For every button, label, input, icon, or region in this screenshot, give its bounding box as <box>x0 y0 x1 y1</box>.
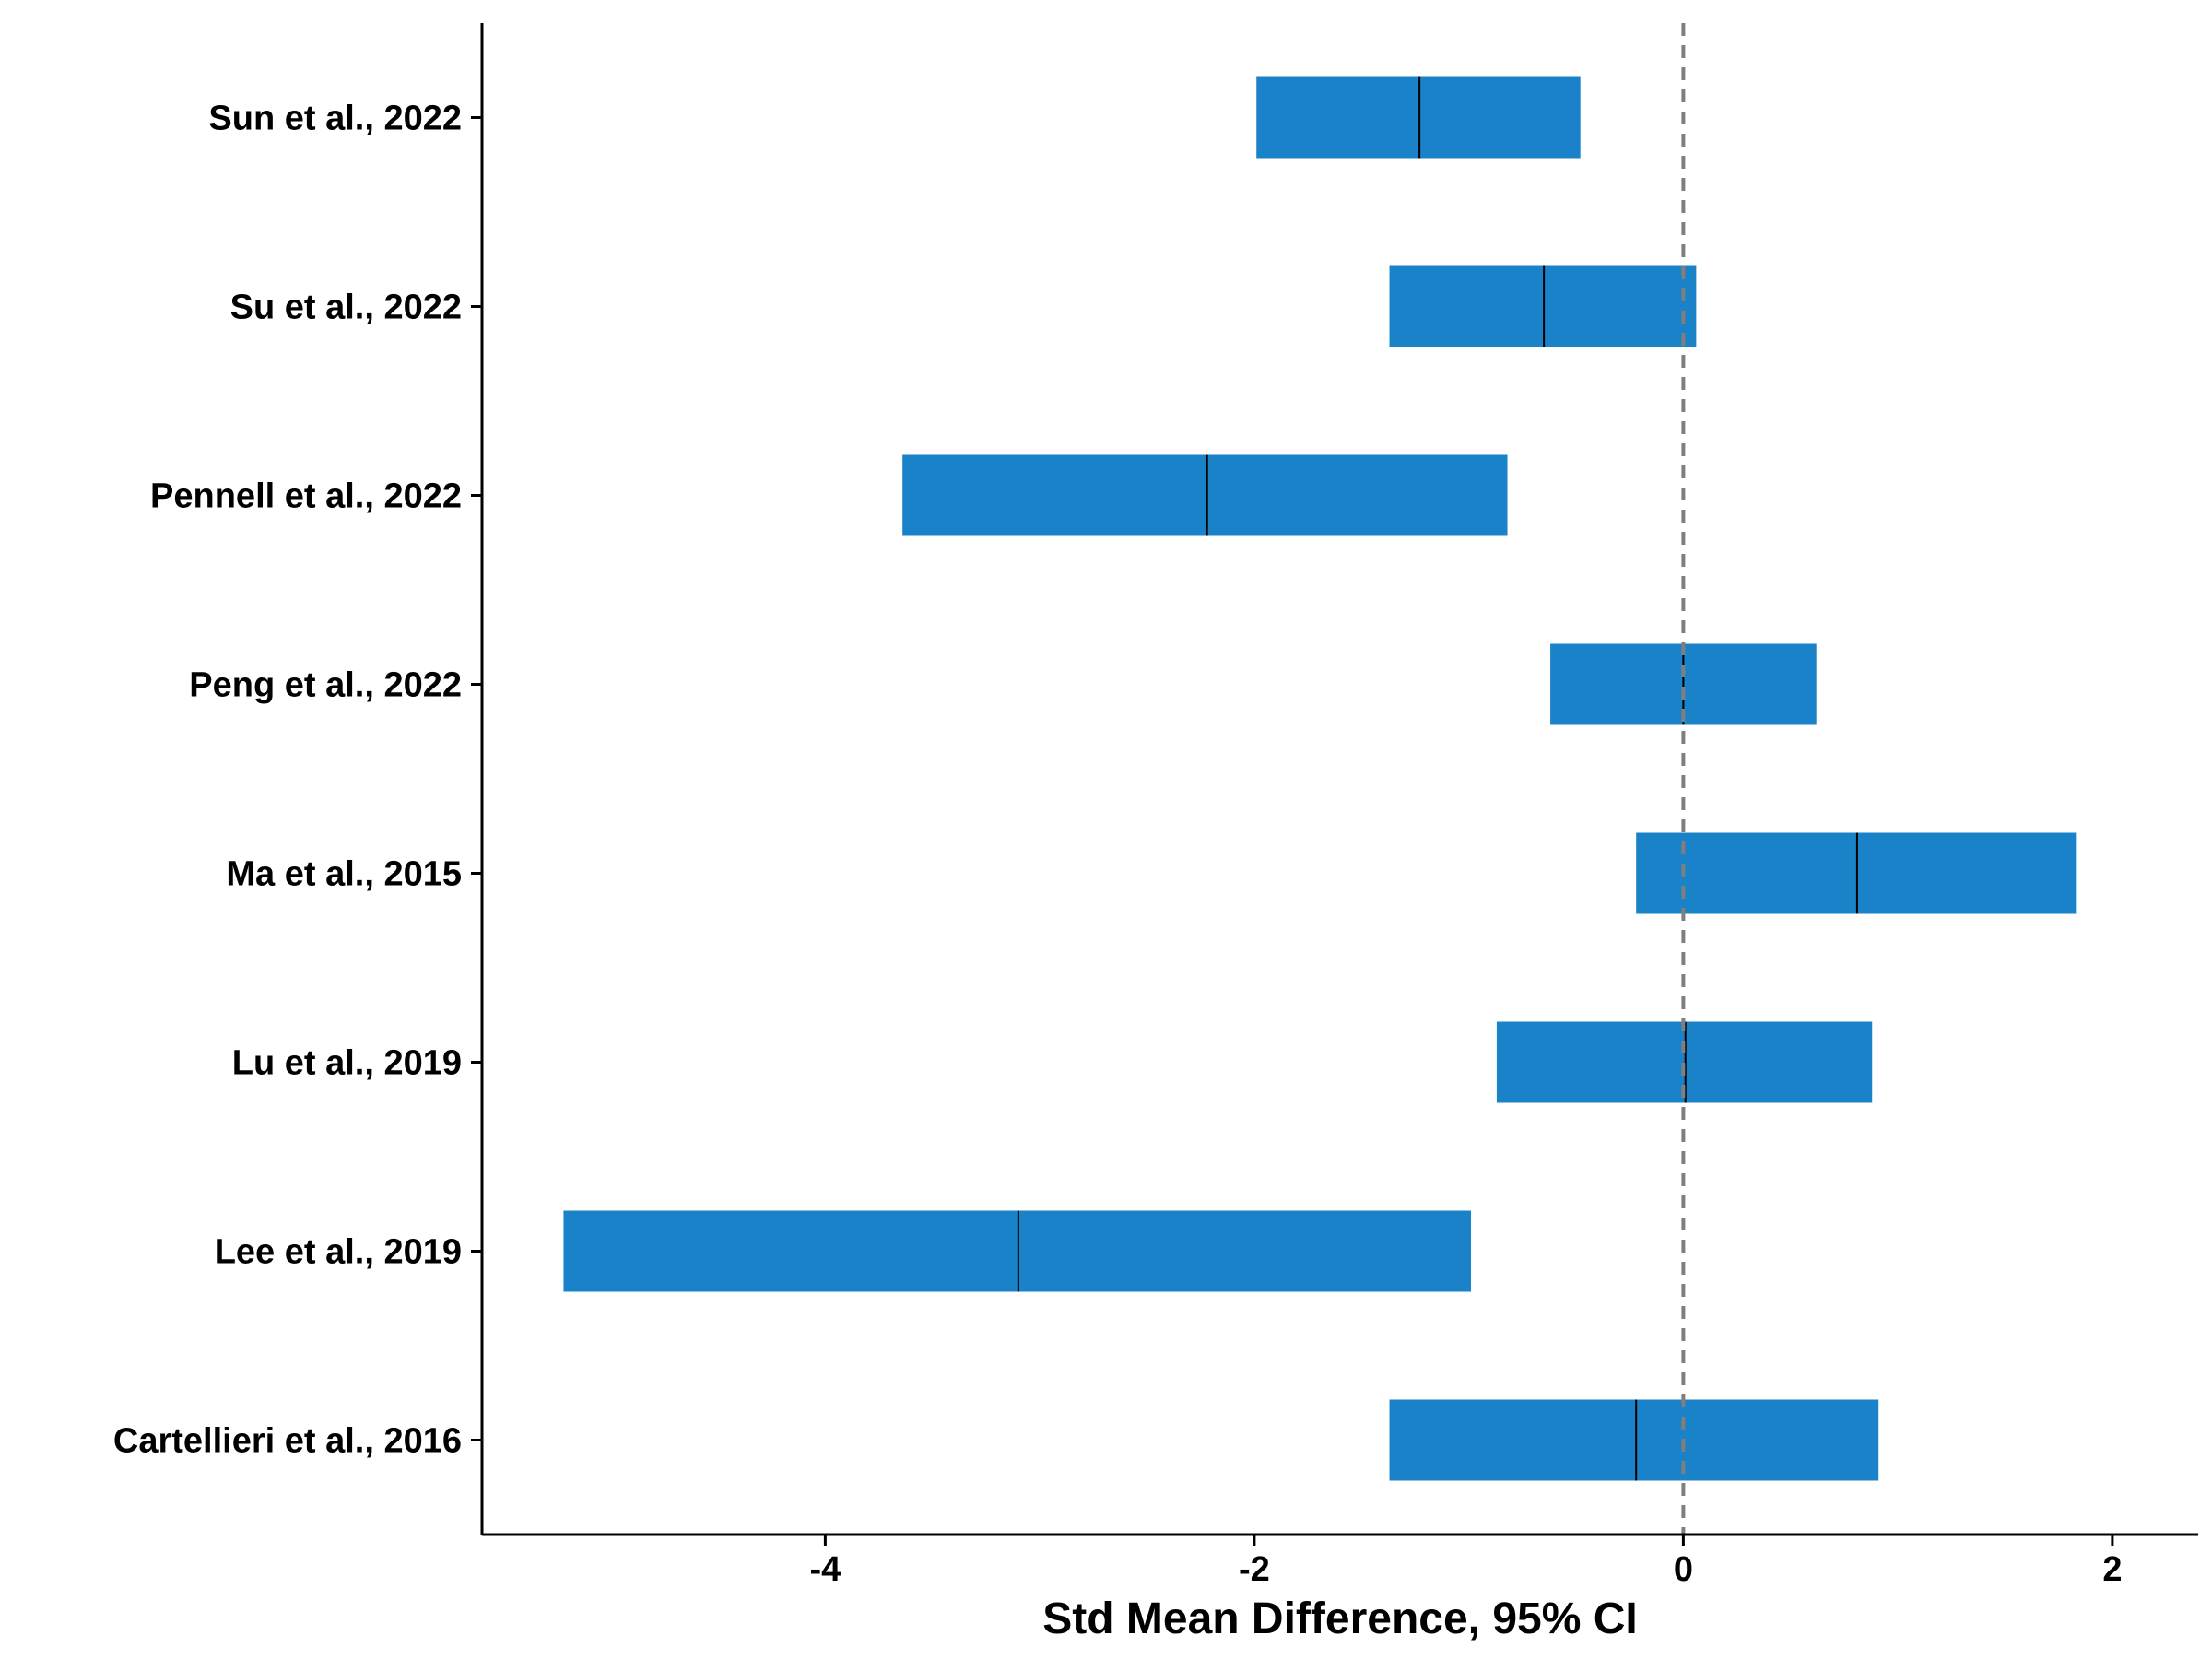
y-tick-label-3: Peng et al., 2022 <box>189 666 462 705</box>
ci-bar-1 <box>1389 265 1697 347</box>
axes <box>480 23 2198 1536</box>
x-tick-label-1: -2 <box>1239 1550 1270 1589</box>
x-axis-ticks: -4 -2 0 2 <box>810 1535 2122 1589</box>
y-tick-label-1: Su et al., 2022 <box>230 288 462 327</box>
y-tick-label-0: Sun et al., 2022 <box>208 100 462 138</box>
y-tick-label-5: Lu et al., 2019 <box>232 1044 462 1083</box>
ci-bar-4 <box>1636 832 2077 914</box>
x-tick-label-2: 0 <box>1674 1550 1693 1589</box>
y-tick-label-2: Pennell et al., 2022 <box>150 477 462 516</box>
ci-bars <box>563 76 2077 1481</box>
ci-bar-0 <box>1256 76 1581 159</box>
ci-bar-7 <box>1389 1399 1879 1481</box>
y-tick-label-4: Ma et al., 2015 <box>226 855 462 894</box>
ci-bar-2 <box>902 454 1508 536</box>
y-tick-label-7: Cartellieri et al., 2016 <box>113 1422 462 1461</box>
y-axis-ticks: Sun et al., 2022 Su et al., 2022 Pennell e… <box>113 100 482 1461</box>
x-tick-label-3: 2 <box>2102 1550 2122 1589</box>
x-axis-title: Std Mean Difference, 95% CI <box>1042 1594 1638 1643</box>
ci-bar-6 <box>563 1210 1471 1292</box>
x-tick-label-0: -4 <box>810 1550 841 1589</box>
y-tick-label-6: Lee et al., 2019 <box>215 1233 462 1272</box>
